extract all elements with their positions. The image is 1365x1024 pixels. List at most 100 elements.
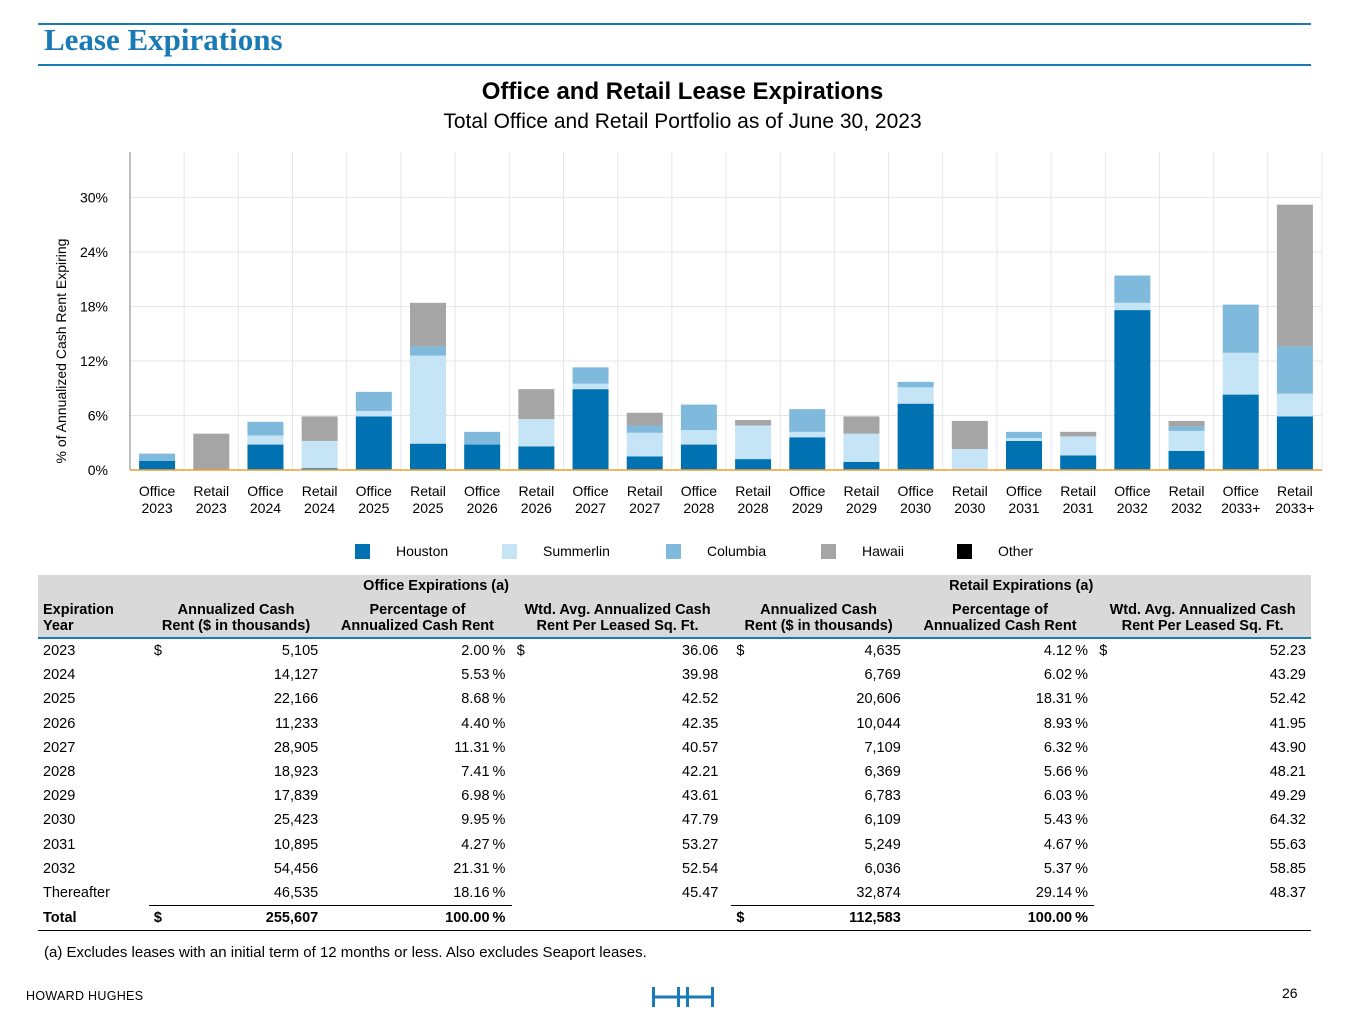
retail-pct-value: 4.67	[1043, 836, 1073, 853]
office-psf-dollar	[512, 663, 532, 687]
x-tick-label: 2026	[467, 500, 498, 516]
office-pct-value: 9.95	[461, 812, 490, 829]
col-header-retail-pct: Percentage of Annualized Cash Rent	[905, 598, 1095, 639]
retail-pct-sign: %	[1075, 667, 1088, 684]
bar-columbia-8	[572, 367, 609, 384]
bar-houston-7	[518, 446, 555, 470]
office-psf-dollar	[512, 736, 532, 760]
top-rule	[38, 23, 1311, 25]
legend-label-summerlin: Summerlin	[543, 543, 610, 559]
retail-rent-value: 6,783	[864, 788, 901, 805]
office-psf-dollar	[512, 833, 532, 857]
retail-pct-value: 4.12	[1043, 643, 1073, 659]
table-body: 2023 $5,105 2.00% $36.06 $4,635 4.12% $52.23 20…	[38, 638, 1311, 932]
total-label: Total	[38, 905, 149, 932]
x-tick-label: Retail	[952, 483, 988, 499]
retail-rent-dollar	[731, 712, 753, 736]
legend-swatch-other	[957, 543, 972, 559]
retail-total-rent: 112,583	[753, 905, 906, 932]
table-row: 2026 11,233 4.40% 42.35 10,044 8.93% 41.95	[38, 711, 1311, 736]
chart-legend: Houston Summerlin Columbia Hawaii Other	[0, 543, 1365, 561]
retail-rent-value: 32,874	[753, 881, 906, 907]
row-year: 2028	[43, 764, 76, 781]
office-psf-dollar	[512, 784, 532, 808]
retail-pct-sign: %	[1075, 691, 1088, 708]
retail-rent-dollar	[731, 760, 753, 784]
table-row: 2025 22,166 8.68% 42.52 20,606 18.31% 52.42	[38, 687, 1311, 712]
retail-pct-value: 8.93	[1043, 715, 1073, 732]
stacked-bar-chart: 0%6%12%18%24%30%Office2023Retail2023Offi…	[53, 152, 1323, 516]
bar-columbia-21	[1276, 346, 1313, 394]
retail-pct-sign: %	[1075, 788, 1088, 805]
office-rent-value: 17,839	[273, 788, 319, 805]
office-pct-value: 8.68	[461, 691, 490, 708]
x-tick-label: 2032	[1117, 500, 1148, 516]
office-psf-dollar	[512, 857, 532, 881]
retail-rent-dollar	[731, 663, 753, 687]
bar-columbia-9	[626, 425, 663, 433]
office-rent-value: 11,233	[274, 715, 319, 732]
office-psf-value: 52.54	[682, 860, 719, 877]
retail-rent-value: 20,606	[856, 691, 901, 708]
retail-total-pct: 100.00	[905, 905, 1073, 932]
retail-pct-value: 18.31	[1035, 691, 1073, 708]
retail-pct-value: 6.03	[1043, 788, 1073, 805]
x-tick-label: 2033+	[1221, 500, 1260, 516]
legend-label-columbia: Columbia	[707, 543, 767, 559]
retail-pct-sign: %	[1075, 764, 1088, 781]
x-tick-label: Retail	[518, 483, 554, 499]
office-total-dollar: $	[148, 905, 172, 932]
bar-summerlin-21	[1276, 393, 1313, 417]
legend-label-hawaii: Hawaii	[862, 543, 905, 559]
office-rent-value: 22,166	[273, 691, 319, 708]
office-rent-dollar	[149, 833, 171, 857]
x-tick-label: Office	[572, 483, 609, 499]
bar-summerlin-19	[1168, 430, 1205, 451]
office-pct-value: 5.53	[461, 667, 490, 684]
x-tick-label: 2027	[575, 500, 606, 516]
office-psf-dollar: $	[516, 643, 525, 659]
row-year: 2032	[43, 860, 76, 877]
office-psf-value: 47.79	[682, 812, 719, 829]
bar-summerlin-15	[951, 449, 988, 470]
x-tick-label: 2032	[1171, 500, 1202, 516]
retail-pct-value: 5.66	[1043, 764, 1073, 781]
title-rule	[38, 64, 1311, 66]
office-rent-value: 10,895	[273, 836, 319, 853]
table-row: 2024 14,127 5.53% 39.98 6,769 6.02% 43.29	[38, 663, 1311, 688]
retail-psf-dollar	[1094, 857, 1114, 881]
x-tick-label: Retail	[844, 483, 880, 499]
retail-total-dollar: $	[731, 905, 754, 932]
office-rent-dollar	[149, 736, 171, 760]
retail-rent-value: 6,036	[864, 860, 901, 877]
row-year: 2025	[43, 691, 76, 708]
office-rent-value: 28,905	[273, 739, 319, 756]
retail-psf-dollar	[1094, 663, 1114, 687]
retail-psf-dollar	[1094, 808, 1114, 832]
hh-logo-icon	[652, 987, 714, 1007]
bar-columbia-6	[464, 431, 501, 445]
bar-summerlin-2	[247, 435, 284, 445]
bar-columbia-16	[1006, 431, 1042, 439]
legend-swatch-summerlin	[502, 543, 517, 559]
retail-psf-dollar: $	[1099, 643, 1108, 659]
x-tick-label: Office	[1223, 483, 1260, 499]
retail-pct-sign: %	[1075, 643, 1088, 659]
x-tick-label: 2023	[142, 500, 173, 516]
office-psf-value: 43.61	[682, 788, 719, 805]
bar-columbia-20	[1222, 304, 1259, 353]
bar-houston-19	[1168, 450, 1205, 470]
bar-summerlin-13	[843, 433, 880, 462]
table-row: 2032 54,456 21.31% 52.54 6,036 5.37% 58.85	[38, 856, 1311, 882]
office-pct-sign: %	[492, 764, 506, 781]
retail-psf-dollar	[1094, 712, 1114, 736]
row-year: 2030	[43, 812, 76, 829]
x-tick-label: 2030	[900, 500, 931, 516]
office-group-header: Office Expirations (a)	[148, 575, 724, 598]
office-rent-value: 54,456	[273, 860, 319, 877]
retail-psf-value: 43.29	[1269, 667, 1306, 684]
x-tick-label: Retail	[193, 483, 229, 499]
row-year: 2024	[43, 667, 76, 684]
retail-psf-value: 49.29	[1269, 788, 1306, 805]
bar-columbia-10	[680, 404, 717, 431]
